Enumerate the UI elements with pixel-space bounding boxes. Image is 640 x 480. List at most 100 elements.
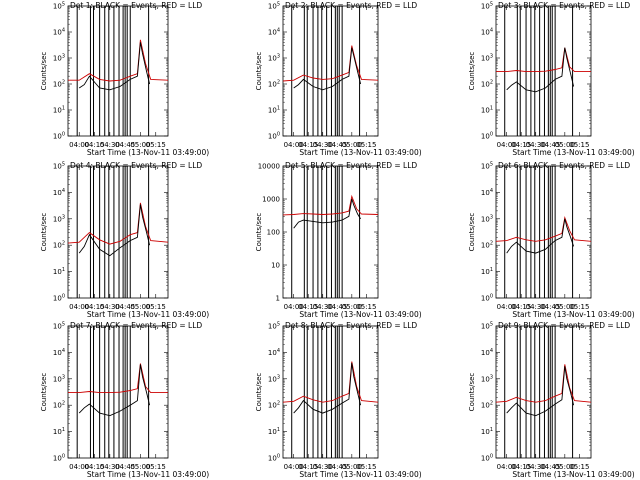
y-axis-label: Counts/sec	[255, 213, 263, 252]
x-tick-label: 05:15	[569, 303, 589, 311]
x-tick-label: 04:00	[497, 141, 517, 149]
panel-title: Det 1: BLACK = Events, RED = LLD	[70, 1, 202, 10]
lld-series-line	[282, 361, 379, 403]
x-tick-label: 04:15	[511, 463, 531, 471]
x-tick-label: 04:30	[313, 463, 333, 471]
y-tick-label: 100	[53, 454, 65, 463]
y-tick-label: 100	[53, 132, 65, 141]
y-tick-label: 100	[481, 294, 493, 303]
y-tick-label: 102	[268, 401, 280, 410]
x-tick-label: 04:00	[497, 463, 517, 471]
plot-frame	[282, 5, 379, 137]
x-tick-label: 04:45	[327, 463, 347, 471]
panel-title: Det 9: BLACK = Events, RED = LLD	[498, 321, 630, 330]
x-tick-label: 04:45	[540, 463, 560, 471]
x-tick-label: 04:30	[100, 303, 120, 311]
y-tick-label: 10	[271, 262, 280, 270]
panel-det-4: 10010110210310410504:0004:1504:3004:4505…	[40, 161, 209, 319]
x-tick-label: 04:15	[84, 141, 104, 149]
y-tick-label: 102	[53, 80, 65, 89]
plot-frame	[67, 165, 169, 299]
lld-series-line	[68, 363, 168, 394]
events-series-line	[78, 364, 151, 417]
panel-det-7: 10010110210310410504:0004:1504:3004:4505…	[40, 321, 209, 479]
y-tick-label: 101	[53, 106, 65, 115]
y-tick-label: 104	[53, 348, 65, 357]
x-axis-label: Start Time (13-Nov-11 03:49:00)	[299, 470, 421, 479]
y-tick-label: 104	[268, 28, 280, 37]
events-series-line	[78, 204, 151, 257]
panel-title: Det 6: BLACK = Events, RED = LLD	[498, 161, 630, 170]
y-tick-label: 105	[481, 2, 493, 11]
y-tick-label: 100	[53, 294, 65, 303]
y-tick-label: 104	[481, 348, 493, 357]
y-tick-label: 105	[268, 2, 280, 11]
panel-title: Det 5: BLACK = Events, RED = LLD	[285, 161, 417, 170]
x-tick-label: 05:15	[146, 463, 166, 471]
x-axis-label: Start Time (13-Nov-11 03:49:00)	[87, 310, 209, 319]
events-series-line	[506, 366, 575, 417]
y-tick-label: 104	[53, 28, 65, 37]
panel-det-3: 10010110210310410504:0004:1504:3004:4505…	[468, 1, 635, 157]
plot-frame	[282, 325, 379, 459]
x-axis-label: Start Time (13-Nov-11 03:49:00)	[512, 148, 634, 157]
x-tick-label: 05:00	[130, 141, 150, 149]
y-tick-label: 105	[481, 162, 493, 171]
x-tick-label: 05:15	[569, 141, 589, 149]
x-tick-label: 05:15	[146, 141, 166, 149]
x-tick-label: 04:30	[313, 141, 333, 149]
x-tick-label: 05:15	[146, 303, 166, 311]
x-tick-label: 04:00	[284, 141, 304, 149]
x-tick-label: 04:15	[511, 141, 531, 149]
plot-frame	[67, 325, 169, 459]
y-tick-label: 100	[481, 454, 493, 463]
y-tick-label: 100	[268, 454, 280, 463]
y-axis-label: Counts/sec	[40, 52, 48, 91]
x-tick-label: 04:30	[526, 303, 546, 311]
y-tick-label: 100	[481, 132, 493, 141]
x-tick-label: 04:45	[327, 303, 347, 311]
x-tick-label: 05:00	[555, 303, 575, 311]
y-tick-label: 102	[53, 241, 65, 250]
x-axis-label: Start Time (13-Nov-11 03:49:00)	[299, 148, 421, 157]
events-series-line	[506, 218, 575, 254]
y-tick-label: 10000	[258, 163, 280, 171]
y-axis-label: Counts/sec	[255, 373, 263, 412]
plot-frame	[495, 5, 592, 137]
x-tick-label: 04:45	[540, 141, 560, 149]
y-tick-label: 105	[481, 322, 493, 331]
x-axis-label: Start Time (13-Nov-11 03:49:00)	[512, 310, 634, 319]
x-axis-label: Start Time (13-Nov-11 03:49:00)	[299, 310, 421, 319]
y-tick-label: 101	[268, 427, 280, 436]
panel-det-9: 10010110210310410504:0004:1504:3004:4505…	[468, 321, 635, 479]
y-tick-label: 1000	[262, 196, 280, 204]
lld-series-line	[496, 47, 591, 73]
y-tick-label: 101	[481, 427, 493, 436]
y-tick-label: 101	[268, 106, 280, 115]
y-tick-label: 103	[53, 214, 65, 223]
x-tick-label: 04:15	[298, 141, 318, 149]
y-axis-label: Counts/sec	[40, 373, 48, 412]
y-tick-label: 102	[268, 80, 280, 89]
y-tick-label: 102	[481, 241, 493, 250]
y-tick-label: 100	[267, 229, 280, 237]
x-tick-label: 04:00	[69, 141, 89, 149]
events-series-line	[506, 47, 575, 93]
y-axis-label: Counts/sec	[468, 52, 476, 91]
x-tick-label: 05:00	[555, 463, 575, 471]
y-tick-label: 101	[481, 267, 493, 276]
lld-series-line	[495, 216, 592, 242]
y-axis-label: Counts/sec	[468, 213, 476, 252]
y-tick-label: 102	[481, 401, 493, 410]
x-tick-label: 04:15	[84, 303, 104, 311]
x-tick-label: 04:30	[100, 463, 120, 471]
x-tick-label: 05:15	[356, 303, 376, 311]
x-tick-label: 04:45	[327, 141, 347, 149]
lld-series-line	[282, 194, 379, 216]
y-axis-label: Counts/sec	[468, 373, 476, 412]
x-tick-label: 05:00	[342, 303, 362, 311]
panel-title: Det 2: BLACK = Events, RED = LLD	[285, 1, 417, 10]
y-tick-label: 103	[481, 214, 493, 223]
y-tick-label: 103	[481, 374, 493, 383]
